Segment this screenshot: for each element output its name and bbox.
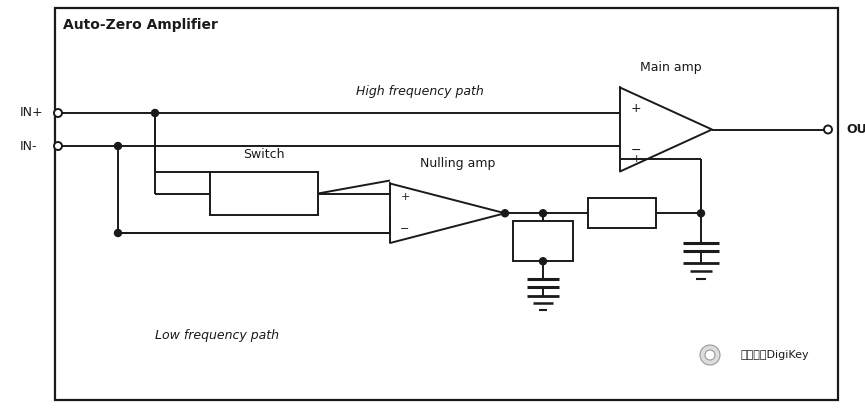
Circle shape bbox=[151, 109, 158, 117]
Text: −: − bbox=[400, 224, 410, 234]
Text: High frequency path: High frequency path bbox=[356, 84, 484, 98]
Circle shape bbox=[697, 210, 704, 217]
Circle shape bbox=[540, 210, 547, 217]
Circle shape bbox=[114, 142, 121, 149]
Text: IN+: IN+ bbox=[20, 106, 43, 120]
Bar bbox=[210, 172, 318, 215]
Circle shape bbox=[540, 258, 547, 265]
Text: Auto-Zero Amplifier: Auto-Zero Amplifier bbox=[63, 18, 218, 32]
Text: +: + bbox=[631, 102, 641, 115]
Circle shape bbox=[114, 229, 121, 237]
Text: +: + bbox=[631, 155, 641, 164]
Text: +: + bbox=[400, 193, 410, 202]
Circle shape bbox=[54, 142, 62, 150]
Text: Main amp: Main amp bbox=[640, 60, 702, 73]
Circle shape bbox=[54, 109, 62, 117]
Text: Switch: Switch bbox=[243, 148, 285, 161]
Circle shape bbox=[705, 350, 715, 360]
Bar bbox=[588, 198, 656, 228]
Text: Nulling amp: Nulling amp bbox=[420, 157, 495, 171]
Text: Low frequency path: Low frequency path bbox=[155, 328, 279, 341]
Circle shape bbox=[824, 126, 832, 133]
Circle shape bbox=[502, 210, 509, 217]
Text: IN-: IN- bbox=[20, 140, 37, 153]
Text: −: − bbox=[631, 144, 641, 157]
Text: 得捷电子DigiKey: 得捷电子DigiKey bbox=[740, 350, 810, 360]
Bar bbox=[513, 221, 573, 261]
Text: OUT: OUT bbox=[846, 123, 865, 136]
Circle shape bbox=[700, 345, 720, 365]
